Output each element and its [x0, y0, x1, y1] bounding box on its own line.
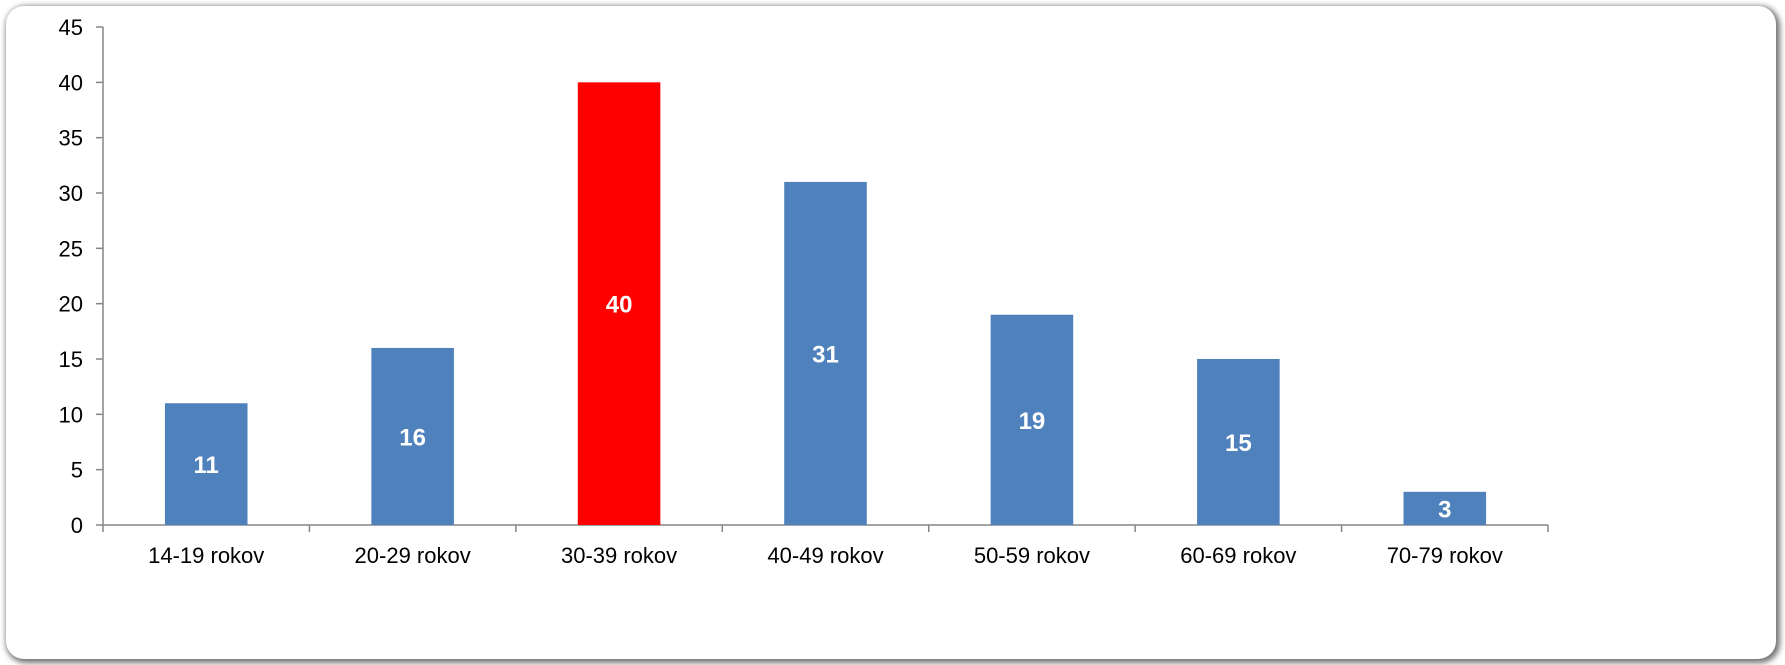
y-tick-label: 15 [59, 347, 83, 372]
x-category-label: 70-79 rokov [1387, 543, 1503, 568]
y-tick-label: 20 [59, 292, 83, 317]
bar-30-39-rokov [577, 82, 661, 525]
y-tick-label: 5 [71, 458, 83, 483]
bar-70-79-rokov [1403, 491, 1487, 525]
x-category-label: 60-69 rokov [1180, 543, 1296, 568]
chart-labels: 11 14-19 rokov 16 20-29 rokov 40 30-39 rokov 3… [148, 292, 1503, 568]
data-label: 31 [812, 341, 839, 368]
y-tick-label: 10 [59, 402, 83, 427]
chart-frame: 0 5 10 15 20 25 30 35 40 45 11 14-19 rokov 16 20-29 … [6, 6, 1776, 659]
bar-50-59-rokov [990, 314, 1074, 525]
x-category-label: 14-19 rokov [148, 543, 264, 568]
chart-axes: 0 5 10 15 20 25 30 35 40 45 [59, 15, 1549, 538]
y-tick-label: 30 [59, 181, 83, 206]
chart-bars [164, 82, 1487, 525]
bar-60-69-rokov [1197, 359, 1280, 525]
y-tick-label: 35 [59, 126, 83, 151]
data-label: 16 [399, 424, 426, 451]
x-category-label: 20-29 rokov [355, 543, 471, 568]
y-tick-label: 25 [59, 236, 83, 261]
bar-20-29-rokov [371, 347, 454, 525]
data-label: 40 [606, 292, 633, 319]
bar-chart: 0 5 10 15 20 25 30 35 40 45 11 14-19 rokov 16 20-29 … [59, 15, 1549, 568]
x-category-label: 30-39 rokov [561, 543, 677, 568]
data-label: 19 [1019, 408, 1046, 435]
bar-14-19-rokov [164, 403, 248, 525]
x-category-label: 50-59 rokov [974, 543, 1090, 568]
y-tick-label: 45 [59, 15, 83, 40]
data-label: 15 [1225, 430, 1252, 457]
data-label: 3 [1438, 496, 1451, 523]
data-label: 11 [194, 452, 219, 479]
y-tick-label: 0 [71, 513, 83, 538]
bar-40-49-rokov [784, 181, 867, 525]
y-tick-label: 40 [59, 70, 83, 95]
x-category-label: 40-49 rokov [767, 543, 883, 568]
